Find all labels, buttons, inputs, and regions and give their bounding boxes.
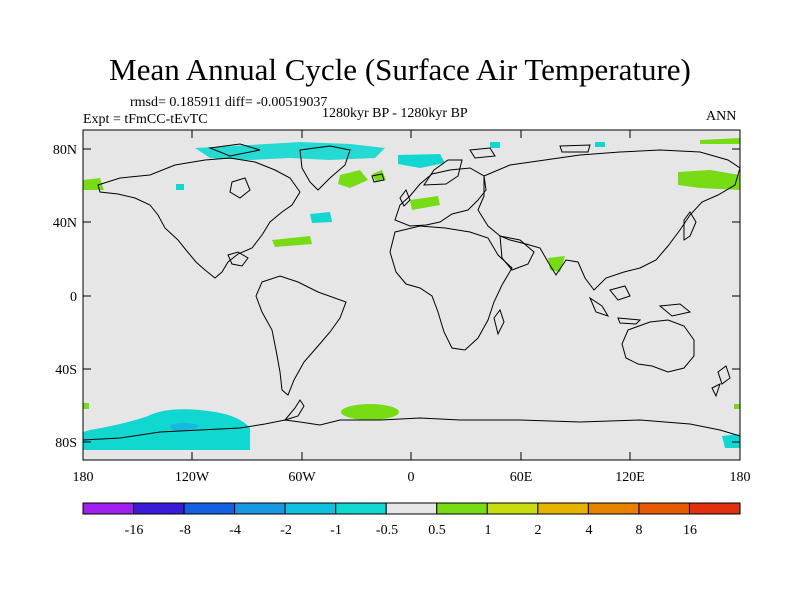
coastlines: [82, 143, 741, 441]
colorbar-swatch: [436, 502, 488, 515]
season-label: ANN: [706, 109, 737, 124]
colorbar-swatch: [284, 502, 337, 515]
colorbar-label: -8: [179, 523, 191, 538]
period-label: 1280kyr BP - 1280kyr BP: [322, 106, 468, 121]
lon-labels: 180 120W 60W 0 60E 120E 180: [73, 470, 751, 485]
coastline-new-guinea: [658, 303, 692, 317]
lat-tick-label: 0: [70, 290, 77, 305]
colorbar-label: 2: [535, 523, 542, 538]
lon-tick-label: 180: [73, 470, 94, 485]
anomaly-patch-arctic-cyan-3: [490, 142, 500, 148]
lon-tick-label: 120E: [615, 470, 645, 485]
lat-tick-label: 40N: [53, 216, 77, 231]
colorbar-label: -4: [229, 523, 241, 538]
colorbar-swatch: [234, 502, 286, 515]
colorbar-label: 0.5: [428, 523, 446, 538]
anomaly-patches: [83, 138, 740, 450]
anomaly-patch-siberia-green: [678, 170, 740, 190]
colorbar-label: -1: [330, 523, 342, 538]
coastline-antarctica: [82, 417, 741, 441]
anomaly-patch-antarctic-blue: [170, 422, 200, 431]
coastline-new-zealand-north: [717, 365, 731, 385]
lat-tick-label: 40S: [55, 363, 77, 378]
anomaly-patch-south-ocean-east: [734, 404, 740, 409]
coastline-south-america: [255, 275, 347, 396]
colorbar-swatch: [537, 502, 589, 515]
anomaly-patch-south-ocean-west: [83, 403, 89, 409]
anomaly-patch-pacific-cyan: [176, 184, 184, 190]
coastline-borneo: [609, 285, 631, 301]
coastline-sumatra: [588, 296, 610, 317]
colorbar-label: 4: [586, 523, 593, 538]
stats-text: rmsd= 0.185911 diff= -0.00519037: [130, 95, 328, 110]
axis-ticks: [83, 130, 740, 460]
coastline-antarctic-peninsula: [283, 399, 305, 421]
anomaly-patch-arctic-cyan-1: [195, 142, 385, 160]
anomaly-patch-arctic-far-east: [700, 138, 740, 144]
map-background: [83, 130, 740, 460]
colorbar-swatch: [486, 502, 539, 515]
coastline-arctic-islands-2: [469, 147, 496, 159]
coastline-north-america: [97, 157, 301, 279]
coastline-gulf-mexico: [227, 251, 249, 267]
lat-tick-label: 80S: [55, 436, 77, 451]
colorbar-labels: -16 -8 -4 -2 -1 -0.5 0.5 1 2 4 8 16: [125, 523, 697, 538]
colorbar-label: 1: [485, 523, 492, 538]
anomaly-patch-greenland-green: [372, 170, 386, 182]
lon-tick-label: 0: [408, 470, 415, 485]
lon-tick-label: 60W: [288, 470, 316, 485]
colorbar-swatch: [183, 502, 236, 515]
colorbar-swatch: [335, 502, 387, 515]
anomaly-patch-arctic-green: [338, 170, 368, 188]
colorbar-label: 16: [683, 523, 697, 538]
colorbar-swatch: [638, 502, 690, 515]
coastline-new-zealand-south: [711, 383, 721, 398]
colorbar-swatch: [82, 502, 135, 515]
coastline-hudson-bay: [229, 177, 251, 199]
lat-labels: 80N 40N 0 40S 80S: [53, 143, 77, 451]
map-title: Mean Annual Cycle (Surface Air Temperatu…: [109, 52, 691, 87]
coastline-australia: [621, 319, 695, 373]
coastline-africa: [389, 225, 513, 351]
anomaly-patch-antarctic-cyan: [83, 409, 250, 450]
colorbar-label: -0.5: [376, 523, 398, 538]
coastline-uk: [399, 188, 411, 207]
anomaly-patch-atlantic-cyan: [310, 212, 332, 223]
anomaly-patch-europe-green: [410, 196, 440, 210]
anomaly-patch-east-antarctic: [722, 434, 740, 448]
coastline-arabia: [499, 235, 535, 271]
lon-tick-label: 180: [730, 470, 751, 485]
coastline-arctic-islands-1: [208, 143, 261, 157]
experiment-label: Expt = tFmCC-tEvTC: [83, 112, 208, 127]
colorbar-label: 8: [636, 523, 643, 538]
coastline-iceland: [371, 173, 385, 183]
colorbar: [82, 502, 741, 515]
coastline-asia: [477, 149, 741, 291]
anomaly-patch-atlantic-green: [272, 236, 312, 247]
colorbar-swatch: [385, 502, 438, 515]
lon-tick-label: 120W: [175, 470, 210, 485]
colorbar-label: -16: [125, 523, 144, 538]
anomaly-patch-arctic-cyan-2: [398, 154, 445, 168]
coastline-arctic-islands-3: [559, 144, 591, 153]
coastline-greenland: [299, 145, 351, 191]
coastline-madagascar: [493, 308, 505, 336]
colorbar-swatch: [133, 502, 185, 515]
colorbar-label: -2: [280, 523, 292, 538]
coastline-scandinavia: [423, 159, 463, 186]
coastline-java: [617, 317, 642, 325]
colorbar-swatch: [587, 502, 640, 515]
map-panel: 80N 40N 0 40S 80S 180 120W 60W 0 60E 120…: [53, 129, 751, 485]
colorbar-swatch: [688, 502, 741, 515]
coastline-europe: [394, 167, 487, 227]
lon-tick-label: 60E: [510, 470, 533, 485]
anomaly-patch-weddell: [341, 404, 399, 420]
lat-tick-label: 80N: [53, 143, 77, 158]
coastline-japan: [683, 211, 697, 241]
anomaly-patch-arctic-cyan-4: [595, 142, 605, 147]
